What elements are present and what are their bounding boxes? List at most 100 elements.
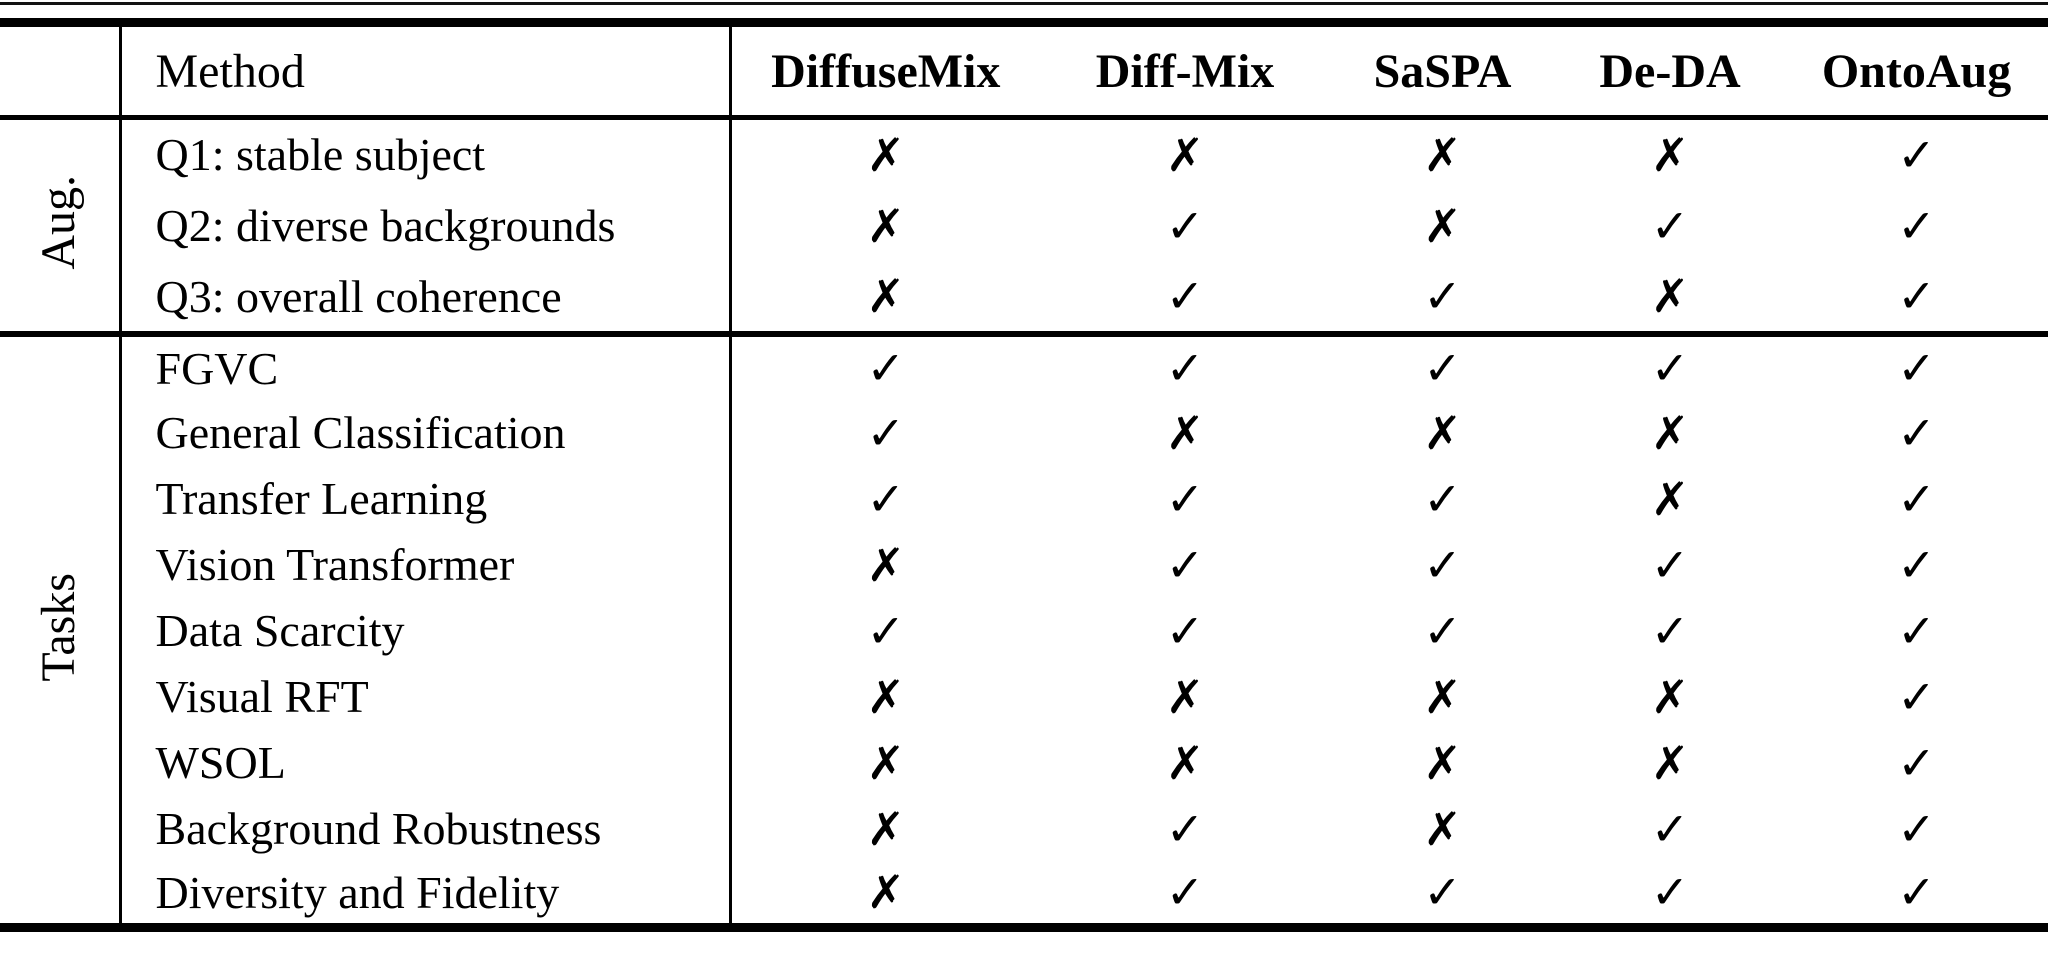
mark-cell: ✓	[728, 597, 1040, 664]
mark-cell: ✓	[1423, 537, 1462, 592]
table-row: Diversity and Fidelity ✗ ✓ ✓ ✓ ✓	[0, 861, 2048, 928]
mark-cell: ✓	[1165, 801, 1205, 856]
tasks-section: Tasks FGVC ✓ ✓ ✓ ✓ ✓ General Classificat…	[0, 330, 2048, 928]
mark-cell: ✗	[1423, 735, 1462, 790]
row-label: Vision Transformer	[118, 531, 730, 598]
mark-cell: ✓	[1165, 865, 1205, 920]
table-row: WSOL ✗ ✗ ✗ ✗ ✓	[0, 729, 2048, 796]
mark-cell: ✗	[1650, 669, 1690, 724]
mark-cell: ✓	[728, 330, 1040, 400]
table-row: Visual RFT ✗ ✗ ✗ ✗ ✓	[0, 663, 2048, 730]
mark-cell: ✓	[1165, 198, 1205, 253]
row-label: General Classification	[118, 399, 730, 466]
table-row: General Classification ✓ ✗ ✗ ✗ ✓	[0, 399, 2048, 466]
table-row: Q3: overall coherence ✗ ✓ ✓ ✗ ✓	[0, 261, 2048, 334]
row-label: Transfer Learning	[118, 465, 730, 532]
table-row: Tasks FGVC ✓ ✓ ✓ ✓ ✓	[0, 330, 2048, 928]
group-label-aug-cell: Aug.	[0, 118, 120, 334]
mark-cell: ✓	[1785, 330, 2048, 400]
mark-cell: ✓	[1897, 537, 1936, 592]
mark-cell: ✗	[728, 729, 1040, 796]
table-header: Method DiffuseMix Diff-Mix SaSPA De-DA O…	[0, 22, 2048, 120]
mark-cell: ✓	[1165, 603, 1205, 658]
mark-cell: ✗	[728, 795, 1040, 862]
row-label: Diversity and Fidelity	[118, 861, 730, 928]
mark-cell: ✗	[728, 531, 1040, 598]
aug-section: Aug. Q1: stable subject ✗ ✗ ✗ ✗ ✓ Q2: di…	[0, 117, 2048, 334]
row-label: Background Robustness	[118, 795, 730, 862]
method-comparison-table: Method DiffuseMix Diff-Mix SaSPA De-DA O…	[0, 18, 2048, 932]
mark-cell: ✗	[1165, 735, 1205, 790]
mark-cell: ✓	[1650, 603, 1690, 658]
mark-cell: ✓	[1650, 801, 1690, 856]
mark-cell: ✓	[1330, 330, 1555, 400]
mark-cell: ✓	[1897, 865, 1936, 920]
mark-cell: ✓	[1897, 127, 1936, 182]
mark-cell: ✓	[1650, 198, 1690, 253]
top-thin-rule	[0, 2, 2048, 5]
mark-cell: ✓	[1897, 269, 1936, 323]
mark-cell: ✓	[1897, 669, 1936, 724]
mark-cell: ✗	[1165, 669, 1205, 724]
table-row: Vision Transformer ✗ ✓ ✓ ✓ ✓	[0, 531, 2048, 598]
mark-cell: ✗	[1650, 471, 1690, 526]
mark-cell: ✗	[728, 117, 1040, 190]
mark-cell: ✓	[1040, 330, 1330, 400]
mark-cell: ✓	[1897, 198, 1936, 253]
row-label: Q1: stable subject	[118, 117, 730, 190]
mark-cell: ✓	[1897, 471, 1936, 526]
column-header-saspa: SaSPA	[1330, 22, 1555, 120]
mark-cell: ✓	[1650, 865, 1690, 920]
mark-cell: ✗	[1423, 801, 1462, 856]
mark-cell: ✓	[1650, 537, 1690, 592]
table-row: Aug. Q1: stable subject ✗ ✗ ✗ ✗ ✓	[0, 117, 2048, 270]
mark-cell: ✓	[1555, 330, 1785, 400]
mark-cell: ✗	[1423, 127, 1462, 182]
mark-cell: ✗	[1423, 198, 1462, 253]
row-label: Q2: diverse backgrounds	[118, 189, 730, 262]
mark-cell: ✗	[1423, 669, 1462, 724]
mark-cell: ✗	[728, 663, 1040, 730]
mark-cell: ✓	[728, 399, 1040, 466]
mark-cell: ✓	[1897, 405, 1936, 460]
mark-cell: ✗	[1650, 405, 1690, 460]
group-label-tasks-cell: Tasks	[0, 330, 120, 928]
mark-cell: ✗	[1650, 127, 1690, 182]
row-label: FGVC	[118, 330, 730, 400]
mark-cell: ✗	[728, 861, 1040, 928]
mark-cell: ✗	[1650, 269, 1690, 323]
group-label-tasks: Tasks	[32, 572, 86, 682]
row-label: Q3: overall coherence	[118, 261, 730, 334]
row-label: WSOL	[118, 729, 730, 796]
column-header-de-da: De-DA	[1555, 22, 1785, 120]
method-column-header: Method	[118, 22, 730, 120]
table-row: Q2: diverse backgrounds ✗ ✓ ✗ ✓ ✓	[0, 189, 2048, 262]
mark-cell: ✗	[1165, 127, 1205, 182]
mark-cell: ✓	[1423, 471, 1462, 526]
corner-cell	[0, 22, 120, 120]
header-row: Method DiffuseMix Diff-Mix SaSPA De-DA O…	[0, 22, 2048, 120]
table-row: Background Robustness ✗ ✓ ✗ ✓ ✓	[0, 795, 2048, 862]
group-label-aug: Aug.	[32, 175, 86, 271]
mark-cell: ✗	[1650, 735, 1690, 790]
mark-cell: ✓	[1897, 735, 1936, 790]
table-row: Transfer Learning ✓ ✓ ✓ ✗ ✓	[0, 465, 2048, 532]
mark-cell: ✗	[728, 261, 1040, 334]
column-header-diffusemix: DiffuseMix	[728, 22, 1040, 120]
mark-cell: ✓	[1897, 603, 1936, 658]
mark-cell: ✗	[1165, 405, 1205, 460]
row-label: Visual RFT	[118, 663, 730, 730]
mark-cell: ✓	[1165, 537, 1205, 592]
mark-cell: ✓	[728, 465, 1040, 532]
mark-cell: ✓	[1423, 865, 1462, 920]
column-header-diff-mix: Diff-Mix	[1040, 22, 1330, 120]
mark-cell: ✗	[1423, 405, 1462, 460]
mark-cell: ✓	[1423, 603, 1462, 658]
mark-cell: ✓	[1165, 471, 1205, 526]
mark-cell: ✗	[728, 189, 1040, 262]
column-header-ontoaug: OntoAug	[1785, 22, 2048, 120]
paper-table-figure: Method DiffuseMix Diff-Mix SaSPA De-DA O…	[0, 2, 2048, 932]
row-label: Data Scarcity	[118, 597, 730, 664]
table-row: Data Scarcity ✓ ✓ ✓ ✓ ✓	[0, 597, 2048, 664]
mark-cell: ✓	[1165, 269, 1205, 323]
